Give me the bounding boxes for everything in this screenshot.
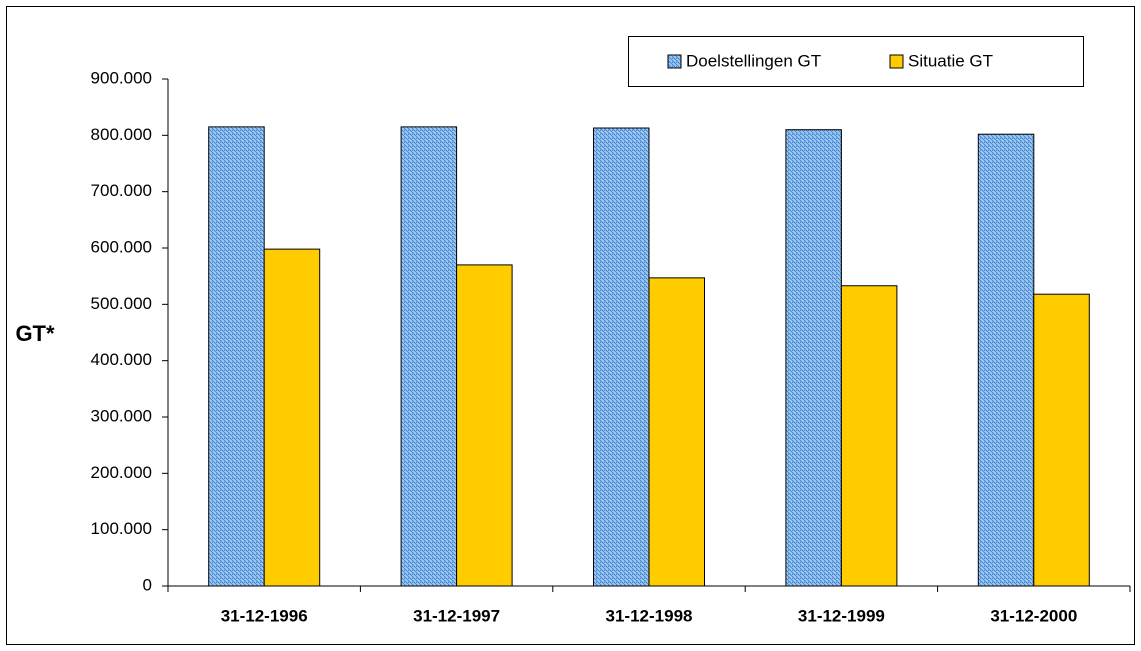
- bar: [593, 127, 650, 587]
- y-tick-label: 500.000: [91, 294, 152, 313]
- bar: [400, 126, 458, 587]
- y-tick-label: 100.000: [91, 519, 152, 538]
- bar: [456, 264, 513, 587]
- y-axis-label: GT*: [15, 321, 55, 346]
- bar: [263, 248, 321, 587]
- bar: [1033, 293, 1090, 587]
- legend-box: [628, 36, 1084, 87]
- y-tick-label: 800.000: [91, 125, 152, 144]
- legend-swatch: [889, 54, 904, 69]
- y-tick-label: 900.000: [91, 68, 152, 87]
- y-tick-label: 400.000: [91, 350, 152, 369]
- legend-label: Situatie GT: [908, 51, 993, 70]
- y-tick-label: 200.000: [91, 463, 152, 482]
- x-tick-label: 31-12-1998: [606, 606, 693, 625]
- y-tick-label: 0: [143, 575, 152, 594]
- bar: [840, 285, 898, 587]
- chart-border: [6, 6, 1135, 645]
- x-tick-label: 31-12-1997: [413, 606, 500, 625]
- bar: [977, 133, 1035, 587]
- bar: [785, 129, 842, 587]
- bar: [648, 277, 705, 587]
- x-tick-label: 31-12-1999: [798, 606, 885, 625]
- y-tick-label: 600.000: [91, 237, 152, 256]
- legend-label: Doelstellingen GT: [686, 51, 821, 70]
- y-tick-label: 300.000: [91, 406, 152, 425]
- y-tick-label: 700.000: [91, 181, 152, 200]
- legend-swatch: [667, 54, 682, 69]
- x-tick-label: 31-12-1996: [221, 606, 308, 625]
- bar: [208, 126, 265, 587]
- x-tick-label: 31-12-2000: [990, 606, 1077, 625]
